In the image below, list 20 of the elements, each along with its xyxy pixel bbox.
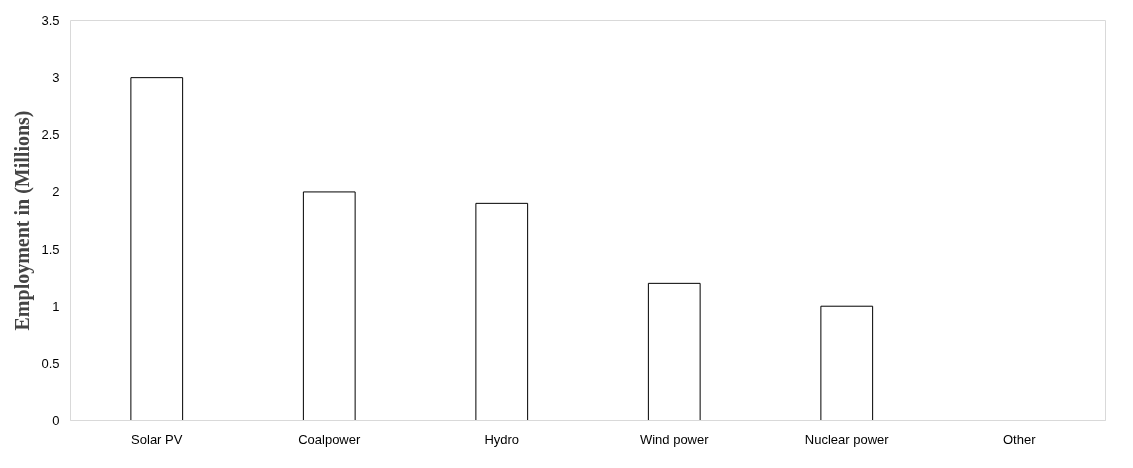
- x-tick-label: Solar PV: [131, 431, 183, 447]
- bar: [820, 305, 874, 421]
- y-tick-label: 0.5: [41, 355, 60, 371]
- y-tick-label: 3.5: [41, 13, 60, 28]
- y-tick-label: 0: [52, 413, 60, 428]
- bar: [475, 202, 529, 421]
- x-tick-label: Wind power: [639, 431, 710, 447]
- y-tick-label: 3: [52, 70, 60, 86]
- y-axis-title: Employment in (Millions): [11, 110, 35, 331]
- y-tick-label: 1: [52, 298, 60, 314]
- y-tick-label: 1.5: [41, 241, 60, 257]
- x-tick-label: Other: [1002, 431, 1037, 447]
- x-tick-label: Coalpower: [298, 431, 361, 447]
- y-tick-label: 2: [52, 184, 60, 200]
- y-tick-label: 2.5: [41, 127, 60, 143]
- x-tick-label: Hydro: [484, 431, 520, 447]
- bar: [130, 77, 184, 421]
- x-tick-label: Nuclear power: [804, 431, 890, 447]
- bar: [302, 191, 356, 421]
- bar: [647, 282, 701, 421]
